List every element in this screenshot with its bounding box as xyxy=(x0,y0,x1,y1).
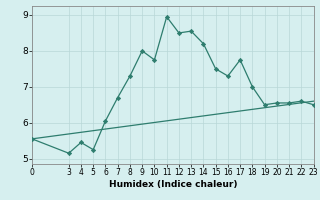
X-axis label: Humidex (Indice chaleur): Humidex (Indice chaleur) xyxy=(108,180,237,189)
